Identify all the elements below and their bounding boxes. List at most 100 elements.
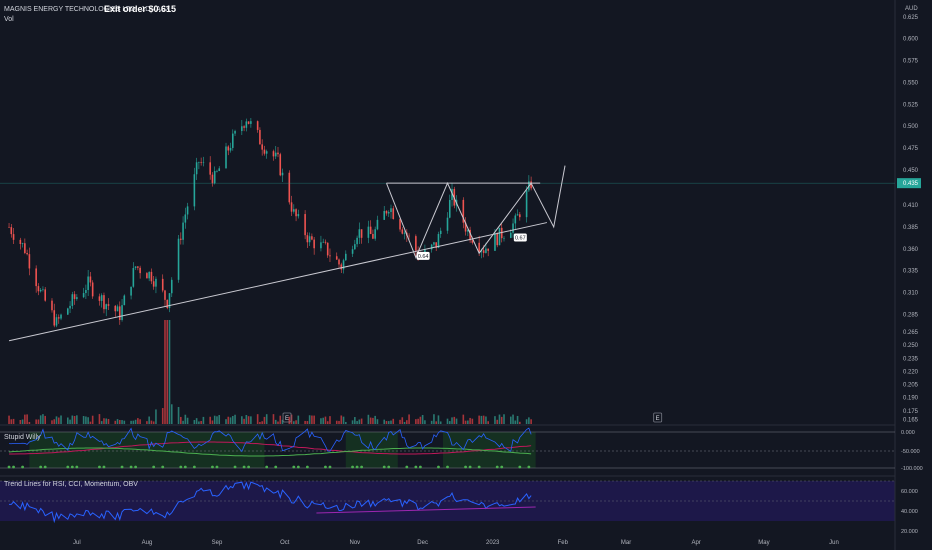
- candle-68: [225, 146, 227, 169]
- volume-bar-112: [360, 418, 363, 424]
- volume-bar-13: [51, 420, 53, 424]
- ind1-dot-138: [446, 465, 449, 469]
- candle-2: [12, 234, 15, 240]
- candle-104: [338, 259, 340, 265]
- ind1-dot-30: [102, 465, 106, 469]
- volume-bar-71: [231, 415, 234, 424]
- ind1-dot-162: [518, 465, 522, 469]
- volume-bar-66: [216, 416, 218, 424]
- volume-bar-22: [76, 415, 78, 424]
- ind1-dot-148: [477, 465, 481, 469]
- ind1-dot-66: [215, 465, 219, 469]
- candle-61: [200, 162, 202, 163]
- volume-bar-34: [116, 419, 119, 424]
- candle-57: [186, 206, 189, 215]
- current-price-label: 0.435: [903, 181, 919, 187]
- candle-159: [512, 223, 514, 233]
- price-tick-2: 0.575: [903, 59, 919, 65]
- candle-3: [19, 239, 22, 244]
- volume-bar-132: [424, 420, 426, 424]
- candle-101: [326, 242, 329, 256]
- candle-14: [53, 310, 56, 326]
- ind1-dot-2: [12, 465, 15, 469]
- volume-bar-144: [464, 420, 467, 424]
- ind1-dot-40: [134, 465, 138, 469]
- candle-53: [177, 238, 180, 280]
- volume-bar-7: [28, 421, 31, 424]
- volume-bar-155: [498, 414, 501, 424]
- volume-bar-104: [338, 420, 340, 424]
- volume-bar-122: [392, 418, 395, 424]
- volume-bar-78: [256, 414, 259, 424]
- x-tick-9: Apr: [691, 540, 700, 546]
- candle-51: [168, 293, 171, 308]
- volume-bar-102: [329, 416, 331, 424]
- x-tick-11: Jun: [829, 540, 839, 546]
- ind1-dot-84: [274, 465, 278, 469]
- candle-72: [234, 131, 236, 134]
- candle-160: [514, 215, 517, 224]
- candle-64: [211, 174, 214, 184]
- volume-bar-54: [180, 416, 182, 424]
- candle-22: [76, 297, 78, 299]
- price-tick-4: 0.525: [903, 102, 919, 108]
- volume-bar-43: [146, 421, 148, 424]
- candle-139: [448, 200, 451, 218]
- x-tick-3: Oct: [280, 540, 290, 546]
- volume-bar-100: [324, 416, 327, 424]
- volume-bar-82: [265, 414, 268, 424]
- volume-bar-98: [320, 418, 322, 424]
- volume-bar-10: [39, 415, 42, 424]
- ind1-dot-58: [192, 465, 196, 469]
- volume-bar-101: [326, 421, 329, 424]
- candle-137: [439, 230, 442, 235]
- ind1-dot-10: [39, 465, 43, 469]
- ind1-dot-18: [66, 465, 70, 469]
- candle-162: [519, 214, 521, 218]
- ind2-tick-0: 60.000: [901, 489, 918, 495]
- volume-bar-76: [247, 416, 250, 424]
- volume-bar-65: [213, 415, 216, 424]
- volume-bar-15: [55, 416, 58, 424]
- volume-bar-31: [105, 418, 108, 424]
- ind1-dot-76: [247, 465, 251, 469]
- volume-bar-52: [170, 404, 173, 424]
- volume-bar-80: [261, 421, 263, 424]
- volume-bar-146: [469, 417, 471, 424]
- volume-bar-94: [306, 421, 309, 424]
- volume-bar-77: [250, 416, 252, 424]
- price-tick-16: 0.250: [903, 343, 919, 349]
- candle-163: [525, 190, 528, 218]
- volume-bar-143: [462, 414, 465, 424]
- candle-127: [408, 235, 410, 237]
- candle-147: [471, 240, 474, 243]
- candle-24: [85, 289, 87, 294]
- ind1-dot-118: [382, 465, 386, 469]
- candle-87: [281, 172, 284, 176]
- price-tick-11: 0.360: [903, 247, 919, 253]
- candle-10: [39, 289, 42, 292]
- candle-48: [161, 278, 164, 291]
- candle-81: [263, 149, 266, 154]
- volume-bar-86: [279, 415, 282, 424]
- current-price-tag: [897, 178, 921, 189]
- volume-bar-39: [132, 420, 135, 424]
- support-trend-line: [8, 222, 548, 342]
- x-tick-8: Mar: [621, 540, 631, 546]
- candle-90: [293, 209, 295, 212]
- candle-86: [279, 154, 282, 176]
- ind1-dot-64: [211, 465, 214, 469]
- candle-69: [227, 146, 230, 151]
- volume-bar-46: [152, 421, 155, 424]
- volume-bar-73: [241, 416, 243, 424]
- candle-13: [51, 300, 53, 311]
- candle-32: [107, 304, 110, 306]
- volume-bar-6: [26, 414, 28, 424]
- candle-145: [467, 229, 469, 232]
- volume-bar-142: [455, 418, 458, 424]
- volume-bar-56: [184, 414, 187, 424]
- candle-112: [360, 229, 363, 238]
- candle-79: [259, 129, 261, 145]
- volume-bar-105: [340, 415, 343, 424]
